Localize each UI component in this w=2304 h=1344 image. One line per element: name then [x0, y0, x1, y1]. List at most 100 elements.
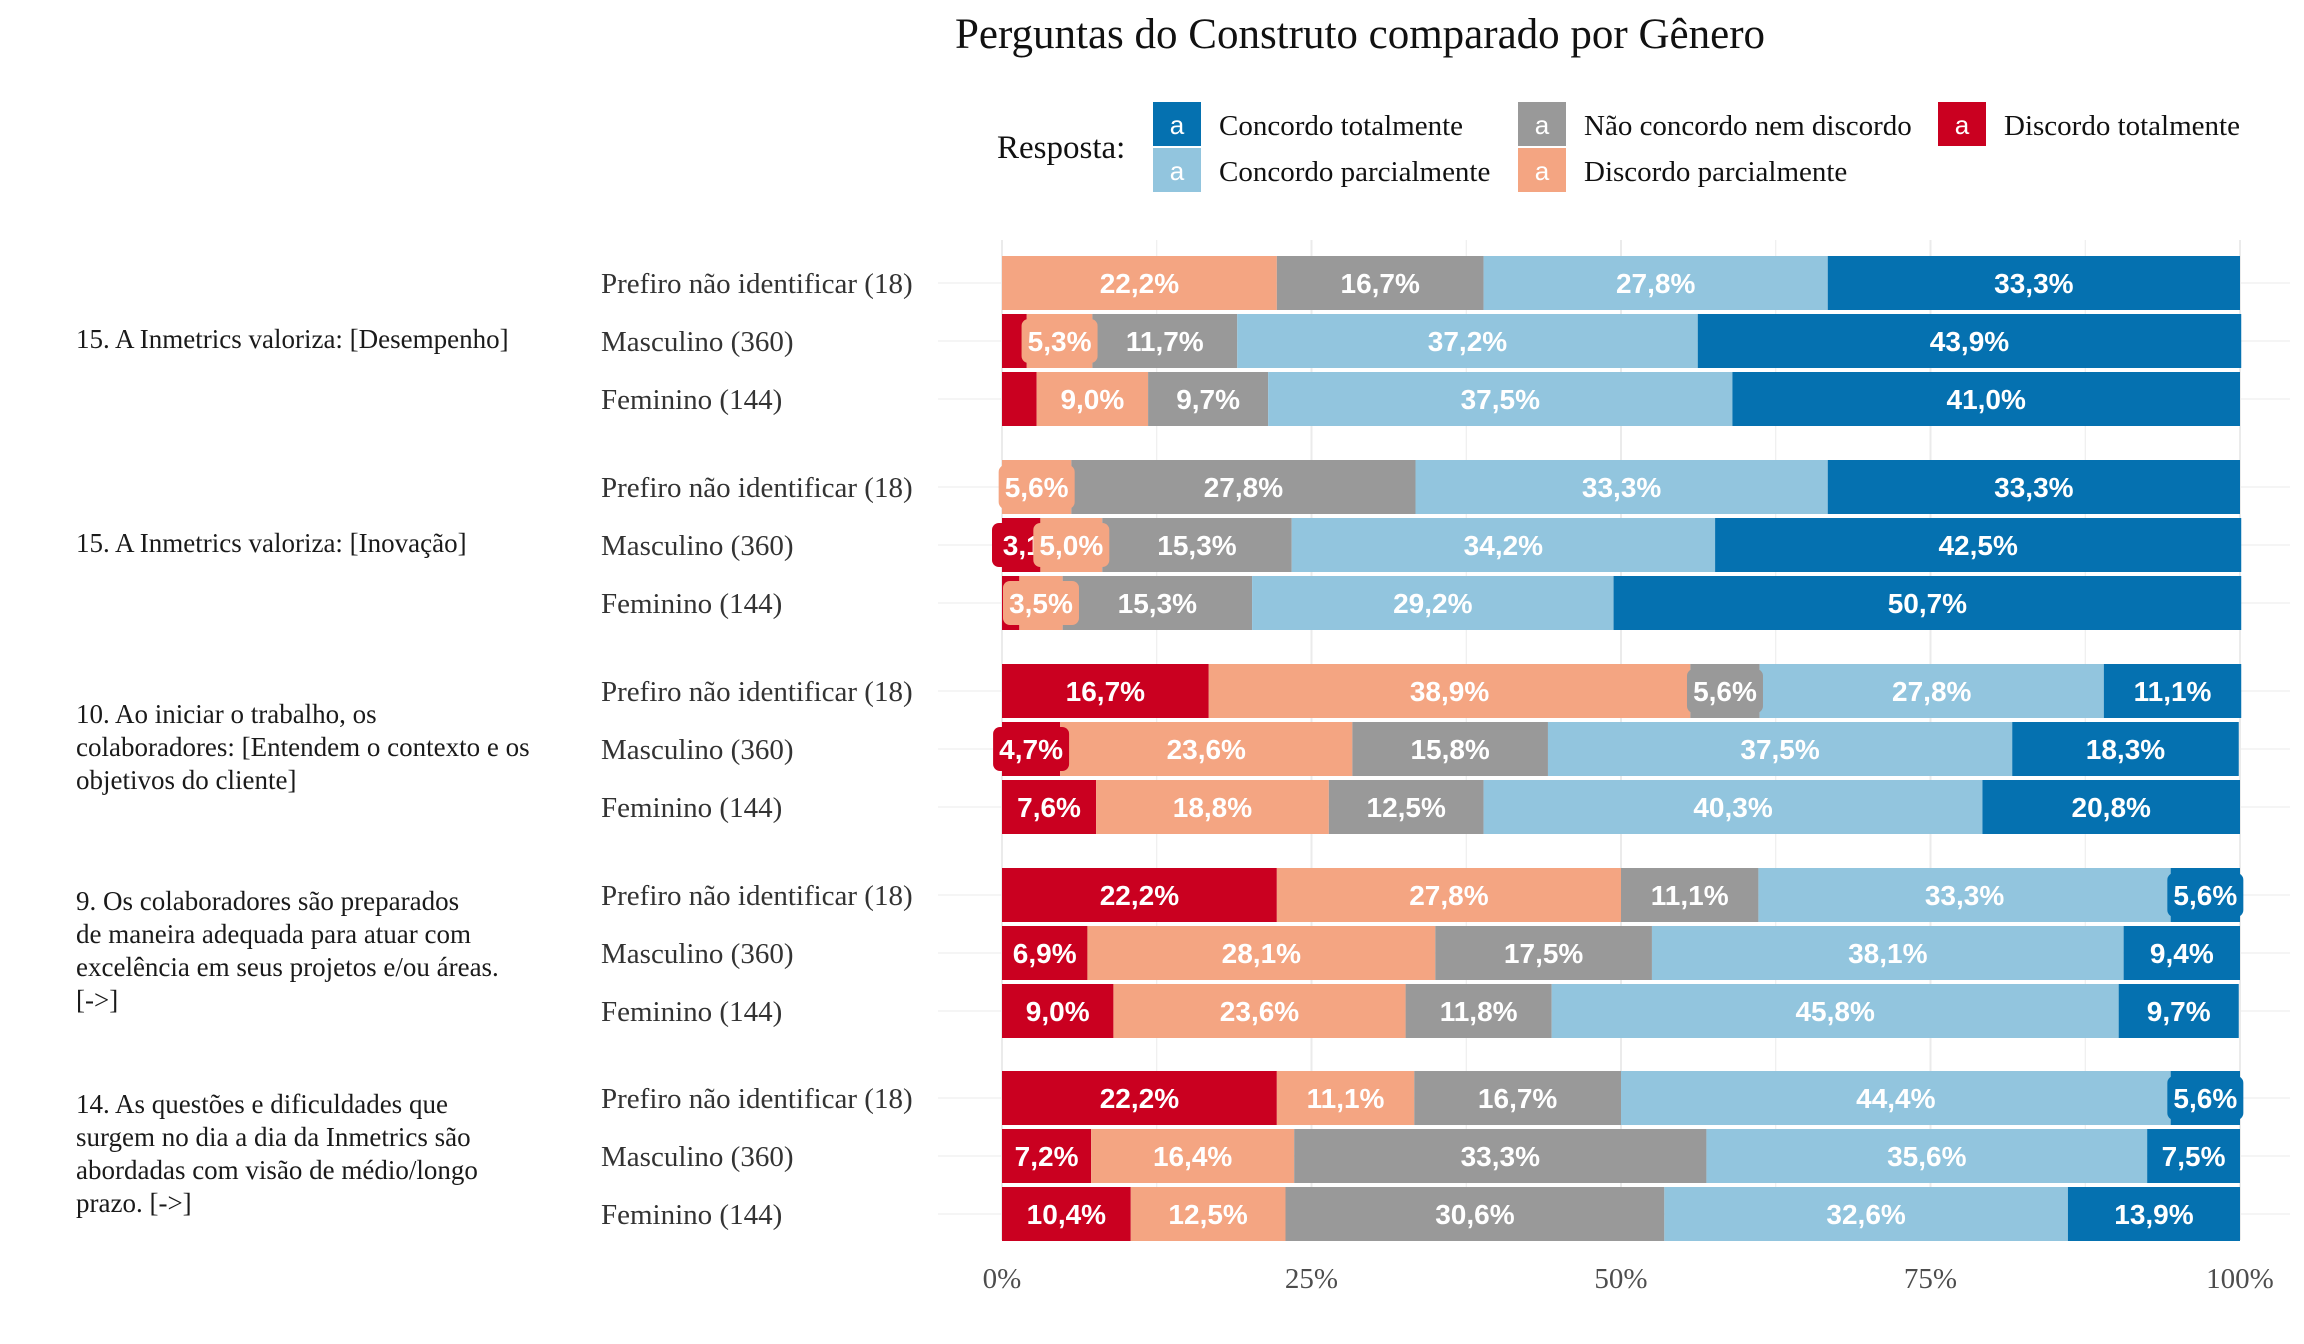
value-label-box [2167, 873, 2244, 917]
bar-segment [1237, 314, 1698, 368]
value-label: 15,3% [1157, 530, 1236, 561]
row-label: Feminino (144) [601, 996, 782, 1028]
bar-segment [1252, 576, 1614, 630]
bar-segment [1002, 780, 1097, 834]
value-label: 5,3% [1028, 326, 1092, 357]
bar-segment [1002, 372, 1037, 426]
row-label: Feminino (144) [601, 588, 782, 620]
x-axis: 0% 25% 50% 75% 100% [983, 1263, 2274, 1295]
question-label: 15. A Inmetrics valoriza: [Desempenho] [76, 323, 596, 356]
legend-key-glyph: a [1535, 110, 1550, 140]
bar-segment [1002, 926, 1088, 980]
bar-segment [1715, 518, 2242, 572]
value-label: 38,1% [1848, 938, 1927, 969]
value-label: 5,6% [2173, 1083, 2237, 1114]
bar-segment [1732, 372, 2240, 426]
value-label: 50,7% [1888, 588, 1967, 619]
row-label: Prefiro não identificar (18) [601, 472, 913, 504]
value-label: 23,6% [1167, 734, 1246, 765]
legend-key-glyph: a [1535, 156, 1550, 186]
bar-segment [1113, 984, 1406, 1038]
value-label: 4,7% [999, 734, 1063, 765]
bar-segment [1060, 722, 1353, 776]
value-label: 16,7% [1478, 1083, 1557, 1114]
bar-segment [1002, 1187, 1131, 1241]
question-label-line: colaboradores: [Entendem o contexto e os [76, 731, 530, 762]
question-label-line: surgem no dia a dia da Inmetrics são [76, 1122, 471, 1152]
legend-key [1938, 102, 1986, 146]
value-label: 15,8% [1410, 734, 1489, 765]
legend-title: Resposta: [997, 130, 1125, 166]
bar-segment [1096, 780, 1329, 834]
question-label-line: 10. Ao iniciar o trabalho, os [76, 698, 377, 729]
x-tick-label: 100% [2206, 1263, 2274, 1295]
bar-segment [1415, 460, 1828, 514]
value-label: 22,2% [1100, 1083, 1179, 1114]
value-label: 16,7% [1341, 268, 1420, 299]
bar-segment [2118, 984, 2239, 1038]
bar-segment [1208, 664, 1691, 718]
value-label: 9,4% [2150, 938, 2214, 969]
legend-key-glyph: a [1170, 156, 1185, 186]
value-label: 42,5% [1938, 530, 2017, 561]
bar-segment [1551, 984, 2119, 1038]
value-label: 27,8% [1409, 880, 1488, 911]
legend-key [1518, 102, 1566, 146]
value-label: 43,9% [1930, 326, 2009, 357]
value-label: 6,9% [1013, 938, 1077, 969]
row-label: Feminino (144) [601, 384, 782, 416]
bar-segment [1697, 314, 2242, 368]
value-label-box [1002, 581, 1079, 625]
value-label: 44,4% [1856, 1083, 1935, 1114]
value-label: 5,6% [1005, 472, 1069, 503]
bar-segment [1982, 780, 2240, 834]
question-label-line: excelência em seus projetos e/ou áreas. [76, 952, 499, 982]
bar-segment [1276, 868, 1621, 922]
question-label-line: de maneira adequada para atuar com [76, 919, 472, 949]
value-label: 5,0% [1039, 530, 1103, 561]
value-label: 37,5% [1740, 734, 1819, 765]
legend-label: Não concordo nem discordo [1584, 110, 1912, 142]
value-label: 29,2% [1393, 588, 1472, 619]
bar-segment [1002, 256, 1277, 310]
value-label-box [1021, 319, 1098, 363]
value-label: 11,1% [1307, 1083, 1385, 1114]
value-label: 5,6% [2173, 880, 2237, 911]
bar-segment [1759, 664, 2104, 718]
bar-segment [1664, 1187, 2068, 1241]
value-label: 28,1% [1222, 938, 1301, 969]
value-label: 33,3% [1994, 268, 2073, 299]
bar-segment [1435, 926, 1652, 980]
bar-segment [1483, 780, 1983, 834]
value-label: 13,9% [2114, 1199, 2193, 1230]
bar-segment [1092, 314, 1238, 368]
bar-segment [1276, 256, 1484, 310]
value-label: 22,2% [1100, 880, 1179, 911]
x-tick-label: 0% [983, 1263, 1022, 1295]
bar-segment [1268, 372, 1733, 426]
bar-segment [1002, 1071, 1277, 1125]
legend-label: Concordo totalmente [1219, 110, 1463, 142]
bar-segment [1002, 1129, 1092, 1183]
row-label: Masculino (360) [601, 734, 794, 766]
value-label: 11,1% [1651, 880, 1729, 911]
value-label: 33,3% [1994, 472, 2073, 503]
bar-segment [1621, 868, 1759, 922]
legend-label: Discordo totalmente [2004, 110, 2240, 142]
value-label: 17,5% [1504, 938, 1583, 969]
bar-segment [2123, 926, 2240, 980]
value-label: 27,8% [1204, 472, 1283, 503]
value-label: 33,3% [1925, 880, 2004, 911]
x-tick-label: 50% [1594, 1263, 1647, 1295]
value-label: 23,6% [1220, 996, 1299, 1027]
value-label: 32,6% [1826, 1199, 1905, 1230]
legend-key-glyph: a [1955, 110, 1970, 140]
bar-segment [1414, 1071, 1621, 1125]
bar-segment [1102, 518, 1292, 572]
question-label-line: prazo. [->] [76, 1188, 192, 1218]
bar-segment [2067, 1187, 2240, 1241]
value-label: 12,5% [1168, 1199, 1247, 1230]
bar-segment [1328, 780, 1484, 834]
bar-segment [1352, 722, 1548, 776]
value-label-box [993, 727, 1070, 771]
